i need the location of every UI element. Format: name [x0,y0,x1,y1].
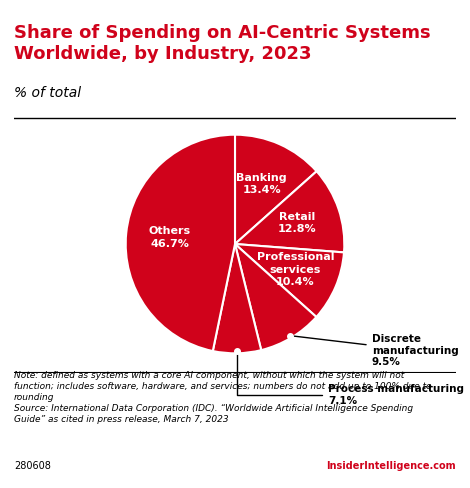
Wedge shape [213,244,261,353]
Text: Process manufacturing
7.1%: Process manufacturing 7.1% [237,354,464,406]
Text: Note: defined as systems with a core AI component, without which the system will: Note: defined as systems with a core AI … [14,371,432,424]
Wedge shape [235,244,344,317]
Text: InsiderIntelligence.com: InsiderIntelligence.com [326,461,456,470]
Text: % of total: % of total [14,86,81,100]
Wedge shape [235,135,317,244]
Wedge shape [235,171,345,252]
Text: Discrete
manufacturing
9.5%: Discrete manufacturing 9.5% [293,334,458,367]
Text: Others
46.7%: Others 46.7% [149,226,191,249]
Text: Banking
13.4%: Banking 13.4% [236,173,287,195]
Text: Share of Spending on AI-Centric Systems
Worldwide, by Industry, 2023: Share of Spending on AI-Centric Systems … [14,24,431,63]
Text: 280608: 280608 [14,461,51,470]
Text: Retail
12.8%: Retail 12.8% [278,212,316,234]
Wedge shape [235,244,316,350]
Text: Professional
services
10.4%: Professional services 10.4% [257,252,334,287]
Wedge shape [125,135,235,351]
